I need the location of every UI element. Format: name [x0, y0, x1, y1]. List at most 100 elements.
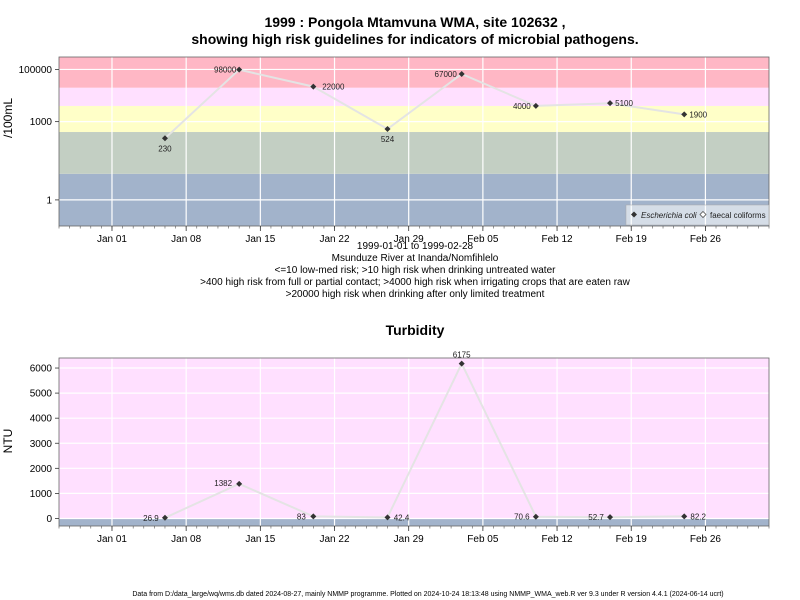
ecoli-caption: 1999-01-01 to 1999-02-28 Msunduze River …: [200, 241, 630, 300]
turbidity-data-label-0: 26.9: [143, 514, 159, 523]
turbidity-point-2: [310, 513, 317, 520]
ecoli-legend: Escherichia coli faecal coliforms: [625, 204, 770, 226]
ecoli-gridlines: [59, 57, 769, 226]
ecoli-data-label-6: 5100: [615, 99, 633, 108]
turbidity-xtick-label-2: Jan 15: [245, 534, 275, 545]
ecoli-connecting-line: [164, 68, 685, 140]
turbidity-point-6: [607, 514, 614, 521]
ecoli-xtick-label-4: Jan 29: [394, 234, 424, 245]
ecoli-point-1: [236, 66, 243, 73]
ecoli-point-0: [161, 135, 168, 142]
turbidity-point-3: [384, 514, 391, 521]
ecoli-xtick-label-5: Feb 05: [467, 234, 499, 245]
turbidity-ytick-label-2: 2000: [30, 464, 53, 475]
turbidity-x-ticks: Jan 01 Jan 08 Jan 15 Jan 22 Jan 29 Feb 05 Feb …: [58, 526, 770, 545]
turbidity-chart: Turbidity 26.9 1382 83 42.4 6175 70.6 52.7 82.2…: [1, 322, 770, 545]
turbidity-y-axis-label: NTU: [1, 429, 15, 454]
ecoli-ytick-label-1: 1000: [30, 117, 53, 128]
turbidity-ytick-label-0: 0: [46, 514, 52, 525]
ecoli-x-ticks: Jan 01 Jan 08 Jan 15 Jan 22 Jan 29 Feb 05 Feb …: [58, 226, 770, 245]
ecoli-xtick-label-0: Jan 01: [97, 234, 127, 245]
ecoli-risk-bands: [59, 57, 769, 226]
turbidity-band-0: [59, 518, 769, 526]
ecoli-points: [161, 66, 688, 142]
ecoli-point-2: [310, 83, 317, 90]
ecoli-point-5: [532, 102, 539, 109]
ecoli-xtick-label-1: Jan 08: [171, 234, 201, 245]
turbidity-data-label-3: 42.4: [394, 513, 410, 522]
turbidity-ytick-label-6: 6000: [30, 364, 53, 375]
turbidity-data-label-7: 82.2: [690, 512, 706, 521]
turbidity-xtick-label-6: Feb 12: [541, 534, 573, 545]
turbidity-data-label-1: 1382: [214, 479, 232, 488]
turbidity-point-0: [161, 514, 168, 521]
ecoli-plot-frame: [58, 56, 770, 227]
turbidity-data-label-2: 83: [297, 512, 306, 521]
legend-entry-ecoli: Escherichia coli: [641, 211, 697, 220]
ecoli-band-4: [59, 57, 769, 88]
turbidity-xtick-label-0: Jan 01: [97, 534, 127, 545]
legend-marker-faecal-coliforms: [699, 210, 707, 219]
ecoli-point-4: [458, 70, 465, 77]
ecoli-xtick-label-8: Feb 26: [690, 234, 722, 245]
turbidity-point-1: [236, 480, 243, 487]
turbidity-ytick-label-1: 1000: [30, 489, 53, 500]
turbidity-xtick-label-4: Jan 29: [394, 534, 424, 545]
caption-date-range: 1999-01-01 to 1999-02-28: [357, 241, 474, 252]
caption-site-name: Msunduze River at Inanda/Nomfihlelo: [332, 253, 499, 264]
footer-note: Data from D:/data_large/wq/wms.db dated …: [132, 591, 723, 598]
turbidity-xtick-label-8: Feb 26: [690, 534, 722, 545]
turbidity-title: Turbidity: [386, 322, 445, 338]
ecoli-xtick-label-2: Jan 15: [245, 234, 275, 245]
turbidity-data-labels: 26.9 1382 83 42.4 6175 70.6 52.7 82.2: [143, 351, 706, 523]
ecoli-data-label-4: 67000: [435, 70, 458, 79]
caption-guideline-3: >20000 high risk when drinking after onl…: [286, 289, 545, 300]
ecoli-title-line2: showing high risk guidelines for indicat…: [191, 31, 638, 47]
turbidity-xtick-label-1: Jan 08: [171, 534, 201, 545]
ecoli-ytick-label-0: 1: [46, 195, 52, 206]
ecoli-band-1: [59, 132, 769, 174]
ecoli-point-6: [607, 100, 614, 107]
ecoli-data-label-2: 22000: [322, 83, 345, 92]
turbidity-y-ticks: 0 1000 2000 3000 4000 5000 6000: [30, 364, 59, 525]
turbidity-point-5: [532, 513, 539, 520]
ecoli-chart: 1999 : Pongola Mtamvuna WMA, site 102632…: [1, 14, 770, 300]
ecoli-data-label-3: 524: [381, 135, 395, 144]
ecoli-xtick-label-6: Feb 12: [541, 234, 573, 245]
ecoli-xtick-label-3: Jan 22: [320, 234, 350, 245]
turbidity-bands: [59, 358, 769, 526]
turbidity-xtick-label-7: Feb 19: [616, 534, 648, 545]
caption-guideline-1: <=10 low-med risk; >10 high risk when dr…: [275, 265, 557, 276]
ecoli-ytick-label-2: 100000: [19, 65, 53, 76]
turbidity-xtick-label-5: Feb 05: [467, 534, 499, 545]
legend-marker-ecoli: [631, 211, 637, 218]
ecoli-data-label-0: 230: [158, 144, 172, 153]
ecoli-data-label-5: 4000: [513, 102, 531, 111]
turbidity-connecting-line: [164, 361, 685, 519]
turbidity-plot-frame: [58, 357, 770, 527]
turbidity-ytick-label-3: 3000: [30, 439, 53, 450]
turbidity-data-label-4: 6175: [453, 351, 471, 360]
legend-entry-faecal-coliforms: faecal coliforms: [710, 211, 766, 220]
turbidity-ytick-label-5: 5000: [30, 389, 53, 400]
ecoli-band-3: [59, 87, 769, 106]
legend-box: [625, 204, 770, 226]
ecoli-point-3: [384, 125, 391, 132]
ecoli-xtick-label-7: Feb 19: [616, 234, 648, 245]
turbidity-xtick-label-3: Jan 22: [320, 534, 350, 545]
ecoli-y-axis-label: /100mL: [1, 98, 15, 138]
ecoli-y-ticks: 1 1000 100000: [19, 65, 59, 206]
ecoli-data-label-7: 1900: [689, 110, 707, 119]
turbidity-data-label-6: 52.7: [588, 513, 604, 522]
turbidity-point-4: [458, 360, 465, 367]
ecoli-title-line1: 1999 : Pongola Mtamvuna WMA, site 102632…: [264, 14, 565, 30]
ecoli-data-labels: 230 98000 22000 524 67000 4000 5100 1900: [158, 66, 707, 154]
turbidity-band-1: [59, 358, 769, 519]
ecoli-series-line: [164, 68, 685, 140]
turbidity-series-line: [164, 361, 685, 519]
turbidity-point-7: [681, 513, 688, 520]
turbidity-points: [161, 360, 688, 521]
ecoli-point-7: [681, 111, 688, 118]
turbidity-gridlines: [59, 358, 769, 526]
